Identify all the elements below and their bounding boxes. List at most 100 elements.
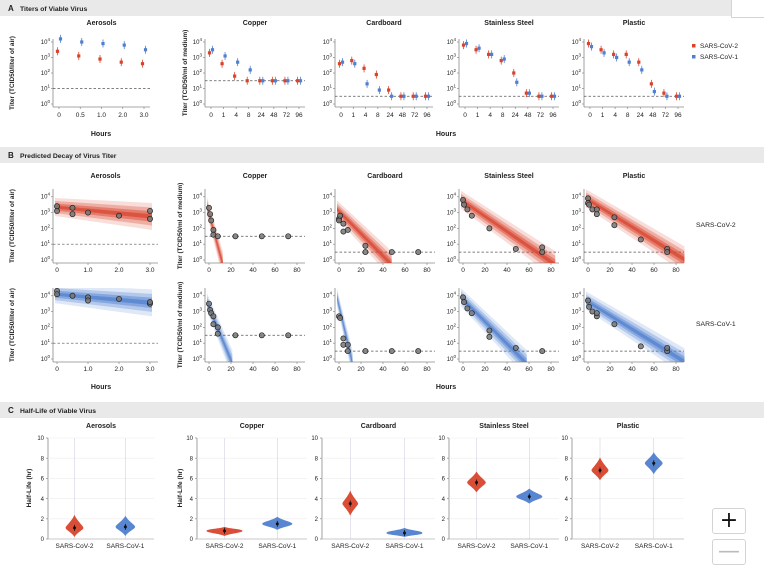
y-tick-label: 100	[572, 255, 582, 264]
section-label: B	[8, 151, 14, 160]
x-tick-label: 2.0	[118, 112, 127, 119]
y-tick-label: 2	[442, 517, 446, 523]
y-tick-label: 101	[193, 239, 203, 248]
y-tick-label: 103	[41, 53, 51, 62]
data-point	[486, 327, 493, 334]
data-point	[350, 59, 354, 63]
y-tick-label: 102	[572, 68, 582, 77]
data-point	[627, 60, 631, 64]
y-tick-label: 102	[41, 322, 51, 331]
y-axis-label: Titer (TCID50/liter of air)	[9, 189, 16, 263]
x-tick-label: 0	[337, 267, 341, 274]
x-tick-label: SARS-CoV-2	[331, 543, 369, 550]
x-tick-label: 40	[628, 267, 636, 274]
data-point	[261, 79, 265, 83]
x-tick-label: 20	[227, 267, 235, 274]
x-tick-label: 72	[537, 112, 545, 119]
y-tick-label: 101	[41, 239, 51, 248]
x-axis-label: Hours	[436, 131, 456, 138]
x-tick-label: 0	[586, 267, 590, 274]
y-tick-label: 103	[447, 208, 457, 217]
y-tick-label: 102	[41, 223, 51, 232]
x-tick-label: SARS-CoV-1	[635, 543, 673, 550]
y-tick-label: 102	[323, 68, 333, 77]
x-tick-label: 40	[503, 366, 511, 373]
y-tick-label: 6	[41, 477, 45, 483]
data-point	[377, 88, 381, 92]
data-point	[80, 40, 84, 44]
x-tick-label: 60	[401, 366, 409, 373]
section-title: Half-Life of Viable Virus	[20, 408, 96, 415]
data-point	[652, 90, 656, 94]
x-tick-label: SARS-CoV-2	[206, 543, 244, 550]
data-point	[285, 332, 292, 339]
x-tick-label: 60	[271, 267, 279, 274]
corner-control[interactable]	[731, 0, 764, 18]
data-point	[270, 79, 274, 83]
y-tick-label: 100	[323, 99, 333, 108]
data-point	[362, 348, 369, 355]
facet-title: Copper	[243, 20, 268, 27]
x-tick-label: SARS-CoV-2	[56, 543, 94, 550]
decay-band-layer	[461, 288, 527, 362]
x-tick-label: 20	[606, 267, 614, 274]
x-tick-label: 72	[411, 112, 419, 119]
x-tick-label: SARS-CoV-1	[258, 543, 296, 550]
decay-band-layer	[55, 292, 152, 306]
y-tick-label: 104	[41, 192, 51, 201]
violin-median-point	[73, 526, 76, 530]
y-tick-label: 103	[323, 307, 333, 316]
data-point	[344, 348, 351, 355]
data-point	[474, 48, 478, 52]
x-tick-label: 80	[672, 267, 680, 274]
data-point	[461, 43, 466, 47]
x-tick-label: 0	[586, 366, 590, 373]
data-point	[85, 209, 91, 216]
data-point	[468, 310, 475, 317]
data-point	[344, 227, 351, 233]
decay-band	[461, 288, 527, 362]
data-point	[402, 94, 406, 98]
y-tick-label: 104	[193, 291, 203, 300]
data-point	[258, 233, 265, 240]
x-tick-label: 8	[501, 112, 505, 119]
data-point	[399, 94, 403, 98]
zoom-in-button[interactable]: +	[712, 508, 746, 534]
data-point	[344, 341, 351, 348]
decay-band-layer	[586, 196, 685, 262]
data-point	[499, 59, 503, 63]
y-axis-label: Titer (TCID50/liter of air)	[9, 36, 16, 110]
y-tick-label: 101	[193, 338, 203, 347]
x-tick-label: 0	[337, 366, 341, 373]
y-tick-label: 0	[190, 537, 194, 543]
y-tick-label: 10	[37, 436, 44, 442]
y-tick-label: 102	[323, 322, 333, 331]
x-tick-label: 96	[674, 112, 682, 119]
y-tick-label: 100	[193, 99, 203, 108]
x-tick-label: 96	[549, 112, 557, 119]
y-tick-label: 100	[447, 354, 457, 363]
data-point	[258, 79, 262, 83]
x-tick-label: 0	[463, 112, 467, 119]
data-point	[119, 60, 123, 64]
data-point	[464, 305, 471, 312]
x-tick-label: 20	[606, 366, 614, 373]
y-tick-label: 102	[572, 223, 582, 232]
data-point	[414, 94, 418, 98]
x-tick-label: SARS-CoV-1	[386, 543, 424, 550]
data-point	[611, 321, 618, 328]
data-point	[552, 94, 557, 98]
x-axis-label: Hours	[91, 384, 111, 391]
x-tick-label: 0	[55, 267, 59, 274]
zoom-out-button[interactable]: —	[712, 539, 746, 565]
x-tick-label: 40	[628, 366, 636, 373]
data-point	[147, 208, 153, 214]
x-tick-label: 24	[258, 112, 266, 119]
data-point	[236, 60, 240, 64]
data-point	[487, 52, 491, 56]
data-point	[285, 233, 292, 240]
decay-band-layer	[461, 291, 527, 362]
x-tick-label: 0	[339, 112, 343, 119]
data-point	[147, 215, 153, 222]
